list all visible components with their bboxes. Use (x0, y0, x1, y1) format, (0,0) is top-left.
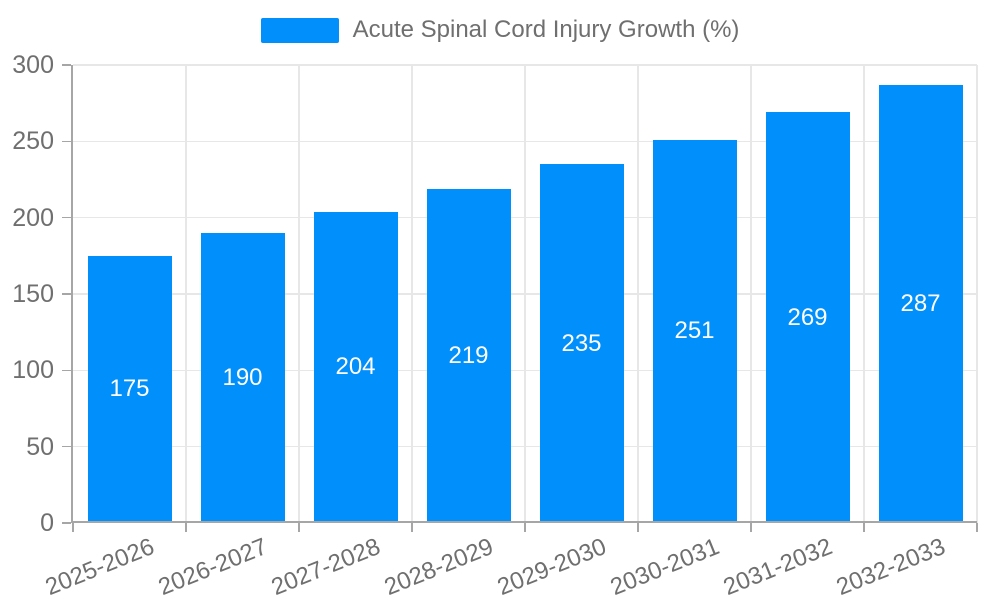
tick-mark (62, 293, 71, 295)
bar[interactable]: 251 (652, 139, 737, 523)
y-axis-label: 200 (12, 203, 54, 232)
gridline (976, 65, 978, 523)
bar-value-label: 251 (674, 317, 715, 345)
axis-line (71, 65, 977, 523)
bar[interactable]: 287 (878, 84, 963, 523)
tick-mark (298, 523, 300, 532)
y-axis-label: 250 (12, 127, 54, 156)
gridline (637, 65, 639, 523)
tick-mark (637, 523, 639, 532)
gridline (185, 65, 187, 523)
gridline (524, 65, 526, 523)
tick-mark (185, 523, 187, 532)
bar[interactable]: 204 (313, 211, 398, 523)
tick-mark (62, 140, 71, 143)
tick-mark (62, 64, 71, 66)
tick-mark (72, 523, 74, 532)
bar[interactable]: 269 (765, 112, 850, 523)
tick-mark (411, 523, 413, 532)
bar-value-label: 235 (561, 329, 602, 357)
legend-label: Acute Spinal Cord Injury Growth (%) (352, 16, 740, 43)
y-axis-label: 150 (12, 280, 54, 308)
y-axis-label: 0 (40, 509, 54, 537)
y-axis-label: 300 (12, 51, 54, 79)
bar-value-label: 269 (787, 303, 828, 331)
gridline (298, 65, 300, 523)
gridline (411, 65, 413, 523)
y-axis-label: 100 (12, 356, 54, 385)
tick-mark (976, 523, 978, 532)
legend[interactable]: Acute Spinal Cord Injury Growth (%) (0, 16, 1000, 44)
bar-value-label: 175 (109, 375, 150, 403)
bar[interactable]: 175 (87, 255, 172, 523)
bar[interactable]: 190 (200, 232, 285, 523)
tick-mark (750, 523, 752, 532)
gridline (750, 65, 752, 523)
tick-mark (62, 445, 71, 448)
tick-mark (62, 369, 71, 372)
bar-value-label: 190 (222, 363, 263, 391)
tick-mark (62, 216, 71, 219)
legend-swatch-icon (260, 17, 339, 43)
tick-mark (863, 523, 865, 532)
bar-value-label: 287 (900, 289, 941, 317)
tick-mark (524, 523, 526, 532)
bar-value-label: 219 (448, 341, 489, 369)
bar-value-label: 204 (335, 353, 376, 381)
tick-mark (62, 522, 71, 524)
bar[interactable]: 235 (539, 164, 624, 523)
y-axis-label: 50 (26, 432, 54, 461)
gridline (863, 65, 865, 523)
bar[interactable]: 219 (426, 188, 511, 523)
